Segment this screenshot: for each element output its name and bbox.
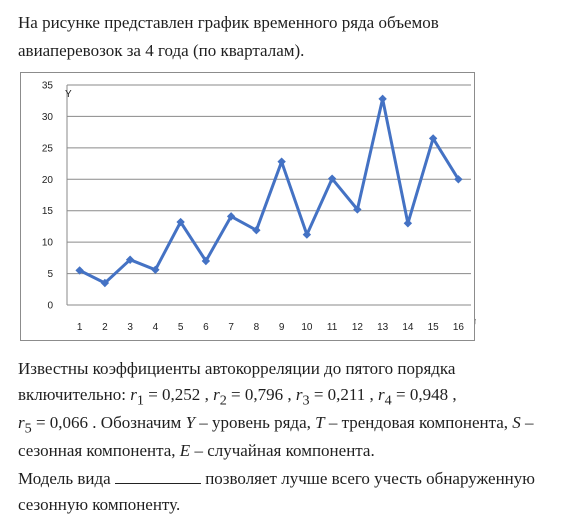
data-point-marker	[75, 266, 84, 275]
data-point-marker	[327, 174, 337, 183]
autocorr-line-3: r5 = 0,066 . Обозначим Y – уровень ряда,…	[18, 413, 534, 437]
x-tick-label: 11	[327, 322, 338, 333]
answer-blank[interactable]	[114, 469, 201, 484]
r4-term: r4 = 0,948	[378, 385, 449, 409]
symbol-y: Y	[185, 413, 196, 432]
x-tick-label: 5	[178, 322, 184, 333]
autocorr-prefix: включительно:	[18, 385, 131, 404]
y-tick-label: 10	[42, 238, 54, 249]
autocorr-line-2: включительно: r1 = 0,252 , r2 = 0,796 , …	[18, 385, 457, 409]
x-tick-label: 7	[228, 322, 234, 333]
x-tick-label: 16	[453, 322, 465, 333]
r3-term: r3 = 0,211	[295, 385, 366, 409]
x-tick-label: 3	[127, 322, 133, 333]
data-point-marker	[252, 226, 261, 235]
symbol-e: E	[179, 441, 191, 460]
data-point-marker	[176, 217, 185, 227]
y-axis-label: Y	[65, 89, 72, 100]
y-tick-label: 20	[42, 175, 54, 186]
intro-line-2: авиаперевозок за 4 года (по кварталам).	[18, 41, 305, 60]
data-point-marker	[151, 265, 160, 274]
question-line-1: Модель вида позволяет лучше всего учесть…	[18, 469, 535, 488]
data-point-marker	[353, 205, 362, 214]
x-tick-label: 10	[301, 322, 313, 333]
x-tick-label: 2	[102, 322, 108, 333]
x-tick-label: 6	[203, 322, 209, 333]
y-tick-label: 30	[42, 112, 54, 123]
data-point-marker	[226, 212, 236, 221]
x-tick-label: 15	[428, 322, 440, 333]
x-axis-label: t	[475, 317, 476, 328]
y-tick-label: 0	[47, 301, 53, 312]
autocorr-line-4: сезонная компонента, E – случайная компо…	[18, 441, 375, 460]
symbol-t: T	[315, 413, 325, 432]
r1-term: r1 = 0,252	[130, 385, 201, 409]
r2-term: r2 = 0,796	[213, 385, 284, 409]
x-tick-label: 9	[279, 322, 285, 333]
x-tick-label: 4	[153, 322, 159, 333]
x-tick-label: 12	[352, 322, 364, 333]
x-tick-label: 14	[402, 322, 414, 333]
data-point-marker	[428, 134, 438, 143]
x-tick-label: 13	[377, 322, 389, 333]
data-point-marker	[201, 256, 211, 266]
data-point-marker	[277, 157, 286, 166]
data-point-marker	[100, 278, 110, 288]
series-line	[78, 97, 460, 285]
y-tick-label: 25	[42, 143, 54, 154]
r5-term: r5 = 0,066	[18, 413, 89, 437]
x-tick-label: 8	[254, 322, 260, 333]
data-point-marker	[378, 94, 387, 104]
y-tick-label: 15	[42, 206, 54, 217]
intro-line-1: На рисунке представлен график временного…	[18, 13, 439, 32]
y-tick-label: 5	[47, 269, 53, 280]
x-tick-label: 1	[77, 322, 83, 333]
data-point-marker	[302, 230, 312, 239]
y-tick-label: 35	[42, 81, 54, 92]
data-point-marker	[403, 219, 413, 228]
question-line-2: сезонную компоненту.	[18, 495, 181, 514]
chart-frame: 0 5 10 15 20 25 30 35 1 2 3 4 5 6 7 8 9 10 11 12 13 14 15 16 Y…	[20, 72, 476, 341]
autocorr-line-1: Известны коэффициенты автокорреляции до …	[18, 359, 456, 378]
symbol-s: S	[512, 413, 521, 432]
data-point-marker	[454, 175, 463, 184]
